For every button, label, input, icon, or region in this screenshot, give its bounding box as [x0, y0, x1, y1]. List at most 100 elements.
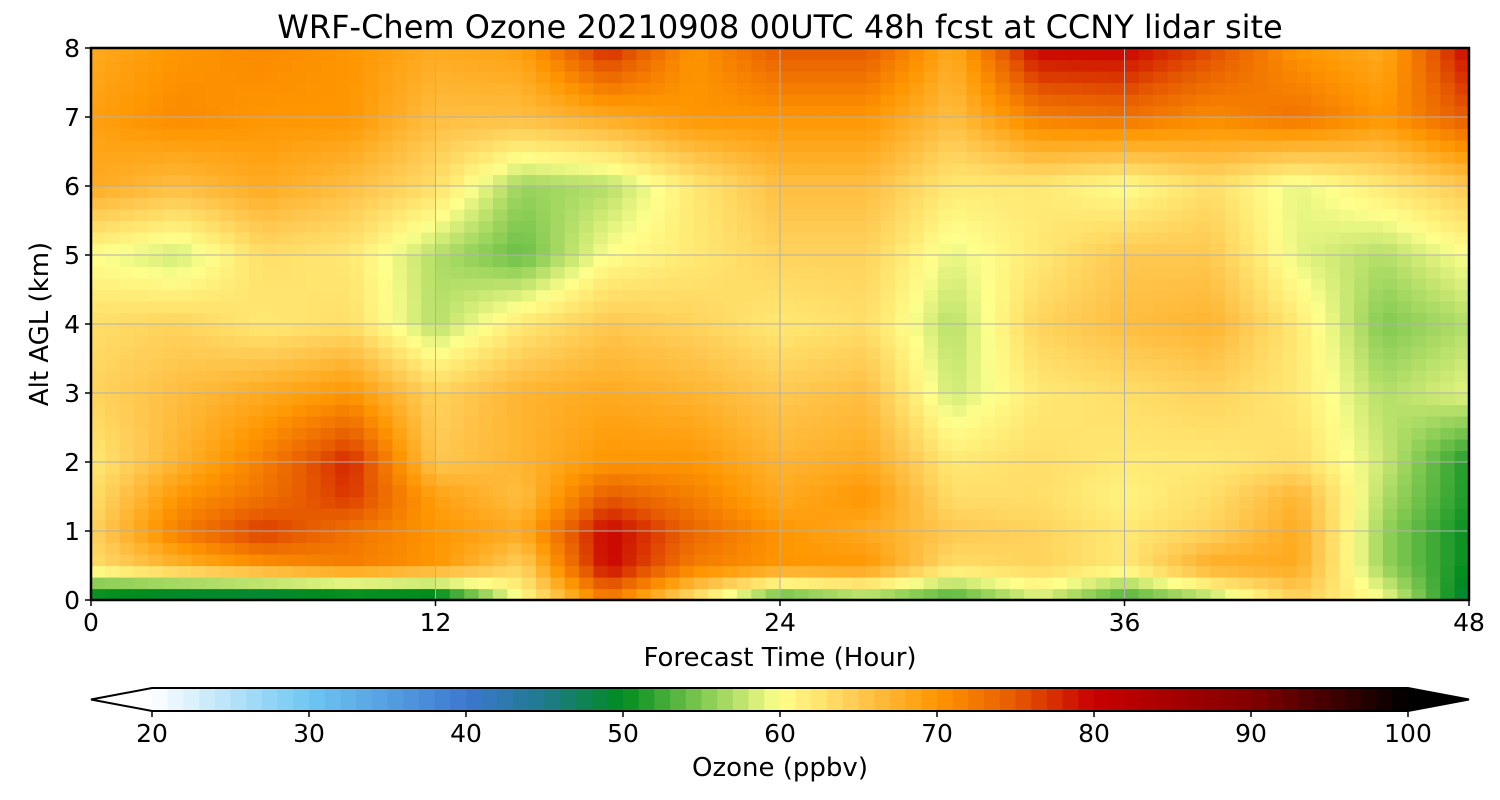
ozone-cell: [794, 519, 810, 532]
ozone-cell: [1196, 565, 1212, 578]
ozone-cell: [966, 312, 982, 325]
ozone-cell: [1425, 59, 1441, 72]
ozone-cell: [837, 450, 853, 463]
ozone-cell: [1153, 370, 1169, 383]
ozone-cell: [564, 462, 580, 475]
ozone-cell: [521, 163, 537, 176]
ozone-cell: [1411, 140, 1427, 153]
ozone-cell: [708, 370, 724, 383]
ozone-cell: [693, 163, 709, 176]
ozone-cell: [1382, 404, 1398, 417]
ozone-cell: [521, 71, 537, 84]
ozone-cell: [1167, 335, 1183, 348]
ozone-cell: [1067, 427, 1083, 440]
ozone-cell: [177, 186, 193, 199]
ozone-cell: [349, 381, 365, 394]
colorbar-segment: [842, 688, 859, 711]
ozone-cell: [564, 427, 580, 440]
ozone-cell: [1067, 324, 1083, 337]
ozone-cell: [708, 140, 724, 153]
ozone-cell: [923, 220, 939, 233]
ozone-cell: [378, 416, 394, 429]
ozone-cell: [363, 577, 379, 590]
ozone-cell: [205, 151, 221, 164]
ozone-cell: [894, 542, 910, 555]
ozone-cell: [550, 393, 566, 406]
ozone-cell: [1224, 577, 1240, 590]
ozone-cell: [794, 335, 810, 348]
ozone-cell: [105, 473, 121, 486]
ozone-cell: [1397, 232, 1413, 245]
ozone-cell: [837, 381, 853, 394]
ozone-cell: [1339, 289, 1355, 302]
ozone-cell: [1024, 243, 1039, 256]
ozone-cell: [349, 232, 365, 245]
ozone-cell: [392, 71, 408, 84]
ozone-cell: [1052, 496, 1068, 509]
ozone-cell: [1397, 128, 1413, 141]
ozone-cell: [378, 59, 394, 72]
ozone-cell: [1325, 59, 1341, 72]
ozone-cell: [263, 427, 279, 440]
ozone-cell: [1339, 519, 1355, 532]
ozone-cell: [1196, 163, 1212, 176]
ozone-cell: [980, 140, 996, 153]
ozone-cell: [693, 542, 709, 555]
ozone-cell: [579, 117, 594, 130]
ozone-cell: [1153, 128, 1169, 141]
ozone-cell: [851, 439, 867, 452]
ozone-cell: [1311, 209, 1327, 222]
ozone-cell: [1224, 59, 1240, 72]
ozone-cell: [191, 117, 207, 130]
ozone-cell: [464, 163, 480, 176]
ozone-cell: [378, 496, 394, 509]
ozone-cell: [1138, 174, 1154, 187]
ozone-cell: [1411, 427, 1427, 440]
ozone-cell: [492, 588, 508, 600]
ozone-cell: [794, 370, 810, 383]
ozone-cell: [363, 450, 379, 463]
ozone-cell: [1095, 289, 1111, 302]
ozone-cell: [650, 151, 666, 164]
ozone-cell: [1009, 554, 1025, 567]
ozone-cell: [91, 220, 106, 233]
ozone-cell: [277, 278, 293, 291]
ozone-cell: [1038, 128, 1054, 141]
ozone-cell: [335, 358, 350, 371]
colorbar-segment: [230, 688, 247, 711]
ozone-cell: [449, 301, 465, 314]
ozone-cell: [378, 82, 394, 95]
ozone-cell: [1124, 508, 1140, 521]
ozone-cell: [291, 266, 307, 279]
ozone-cell: [1224, 450, 1240, 463]
ozone-cell: [1095, 94, 1111, 107]
ozone-cell: [894, 163, 910, 176]
ozone-cell: [1368, 117, 1384, 130]
ozone-cell: [1368, 358, 1384, 371]
ozone-cell: [1268, 542, 1283, 555]
ozone-cell: [1311, 370, 1327, 383]
ozone-cell: [1311, 140, 1327, 153]
ozone-cell: [378, 427, 394, 440]
ozone-cell: [1411, 393, 1427, 406]
ozone-cell: [378, 473, 394, 486]
ozone-cell: [335, 588, 350, 600]
ozone-cell: [894, 439, 910, 452]
ozone-cell: [1454, 151, 1469, 164]
ozone-cell: [808, 508, 824, 521]
ozone-cell: [1296, 450, 1312, 463]
ozone-cell: [1368, 462, 1384, 475]
ozone-cell: [449, 186, 465, 199]
ozone-cell: [837, 473, 853, 486]
ozone-cell: [851, 209, 867, 222]
ozone-cell: [421, 473, 437, 486]
ozone-cell: [1325, 577, 1341, 590]
ozone-cell: [823, 335, 839, 348]
ozone-cell: [1311, 554, 1327, 567]
ozone-cell: [995, 105, 1011, 118]
ozone-cell: [291, 381, 307, 394]
ozone-cell: [1253, 117, 1269, 130]
ozone-cell: [1067, 59, 1083, 72]
ozone-cell: [909, 542, 925, 555]
ozone-cell: [1196, 347, 1212, 360]
